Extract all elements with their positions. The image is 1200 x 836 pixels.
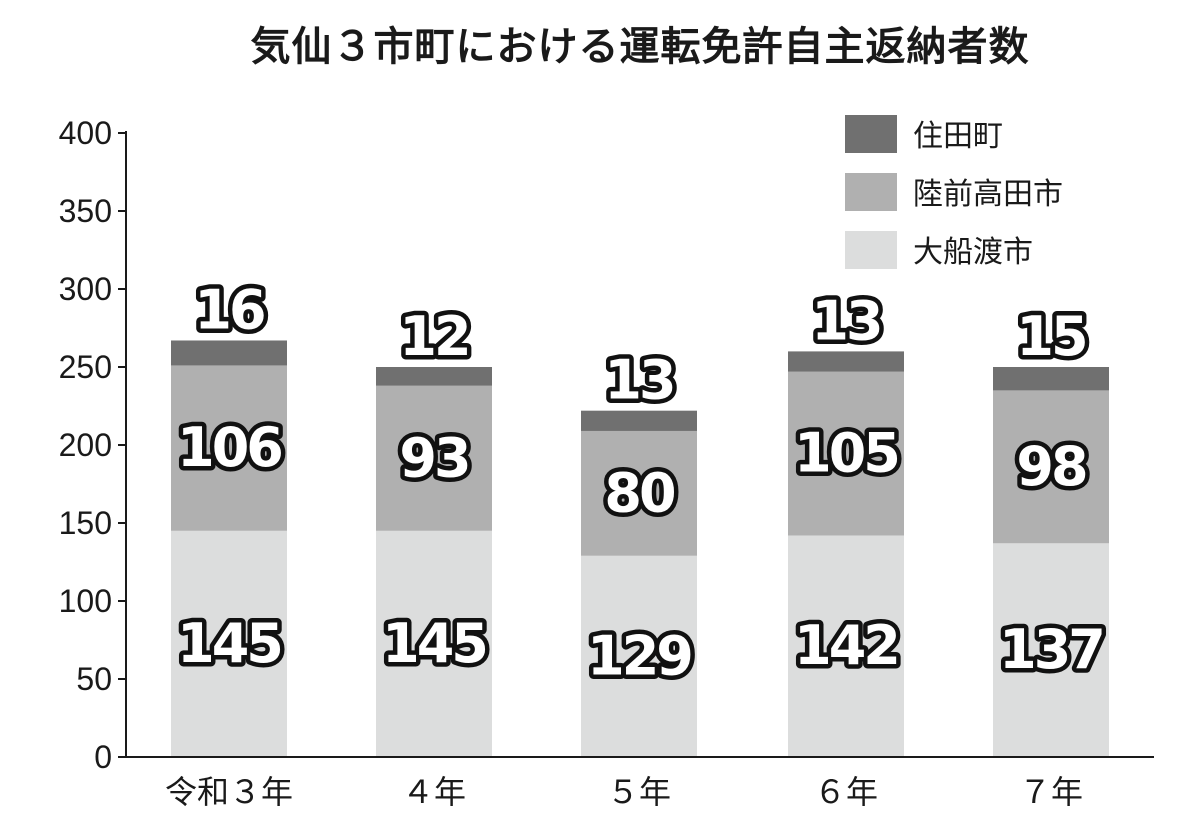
legend-swatch — [845, 173, 897, 211]
bar-segment — [581, 555, 697, 757]
bar-segment — [788, 535, 904, 757]
data-label: 15 — [1016, 305, 1085, 368]
data-label: 142 — [794, 614, 898, 677]
legend-label: 住田町 — [913, 119, 1003, 154]
data-label: 13 — [811, 289, 880, 352]
bar-segment — [171, 340, 287, 366]
y-tick-label: 150 — [59, 505, 112, 541]
bar-segment — [581, 410, 697, 431]
data-label: 13 — [604, 349, 673, 412]
y-tick-label: 100 — [59, 583, 112, 619]
bar-segment — [993, 367, 1109, 391]
x-category-label: ７年 — [1019, 773, 1083, 811]
data-label: 129 — [587, 624, 691, 687]
x-axis-categories: 令和３年 ４年 ５年 ６年 ７年 — [165, 773, 1083, 811]
x-category-label: ５年 — [607, 773, 671, 811]
legend-swatch — [845, 115, 897, 153]
data-label: 80 — [604, 461, 674, 524]
y-tick-label: 350 — [59, 193, 112, 229]
legend-label: 大船渡市 — [913, 235, 1033, 270]
y-tick-label: 50 — [76, 661, 112, 697]
axes — [125, 131, 1154, 758]
data-label: 145 — [382, 612, 486, 675]
data-label: 106 — [177, 416, 281, 479]
bar-segment — [376, 530, 492, 757]
y-tick-label: 0 — [94, 739, 112, 775]
y-tick-label: 200 — [59, 427, 112, 463]
legend-label: 陸前高田市 — [913, 177, 1063, 212]
bar-segment — [376, 367, 492, 386]
y-tick-label: 250 — [59, 349, 112, 385]
bar-segment — [171, 530, 287, 757]
bar-segment — [993, 543, 1109, 757]
x-category-label: ４年 — [402, 773, 466, 811]
data-label: 137 — [999, 618, 1103, 681]
data-labels: 145 106 16 145 93 12 129 80 13 142 105 13 137 98 15 — [173, 274, 1111, 692]
bar-segment — [788, 351, 904, 372]
x-category-label: 令和３年 — [165, 773, 293, 811]
data-label: 16 — [194, 278, 264, 341]
y-tick-label: 400 — [59, 115, 112, 151]
bars — [171, 340, 1109, 757]
legend-swatch — [845, 231, 897, 269]
x-category-label: ６年 — [814, 773, 878, 811]
data-label: 145 — [177, 612, 281, 675]
data-label: 105 — [794, 422, 898, 485]
data-label: 12 — [399, 305, 468, 368]
chart-title: 気仙３市町における運転免許自主返納者数 — [250, 23, 1030, 70]
data-label: 98 — [1016, 435, 1086, 498]
bar-segment — [581, 430, 697, 556]
bar-segment — [788, 371, 904, 536]
y-tick-label: 300 — [59, 271, 112, 307]
bar-segment — [171, 365, 287, 531]
y-axis-ticks: 0 50 100 150 200 250 300 350 400 — [59, 115, 126, 775]
bar-segment — [376, 385, 492, 531]
bar-segment — [993, 390, 1109, 544]
data-label: 93 — [399, 426, 468, 489]
